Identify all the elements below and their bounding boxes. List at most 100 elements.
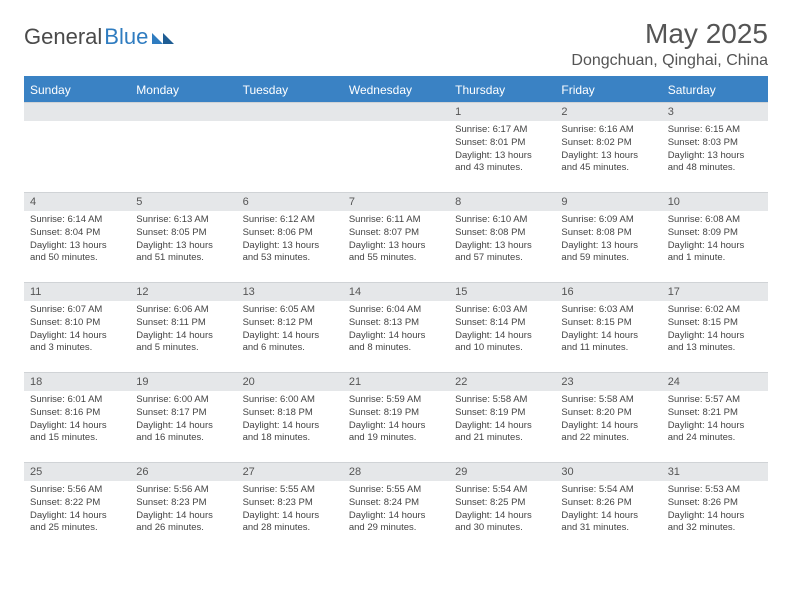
brand-part1: General: [24, 24, 102, 50]
day-details: Sunrise: 6:14 AMSunset: 8:04 PMDaylight:…: [24, 211, 130, 269]
sunset-text: Sunset: 8:14 PM: [455, 317, 549, 330]
day-details: Sunrise: 5:58 AMSunset: 8:20 PMDaylight:…: [555, 391, 661, 449]
day-details: Sunrise: 6:02 AMSunset: 8:15 PMDaylight:…: [662, 301, 768, 359]
calendar-body: 1Sunrise: 6:17 AMSunset: 8:01 PMDaylight…: [24, 102, 768, 552]
day-details: Sunrise: 5:58 AMSunset: 8:19 PMDaylight:…: [449, 391, 555, 449]
calendar-cell: 28Sunrise: 5:55 AMSunset: 8:24 PMDayligh…: [343, 462, 449, 552]
calendar-cell: 26Sunrise: 5:56 AMSunset: 8:23 PMDayligh…: [130, 462, 236, 552]
header: GeneralBlue May 2025 Dongchuan, Qinghai,…: [24, 18, 768, 70]
dow-saturday: Saturday: [662, 78, 768, 102]
calendar-cell: 23Sunrise: 5:58 AMSunset: 8:20 PMDayligh…: [555, 372, 661, 462]
sunrise-text: Sunrise: 6:00 AM: [136, 394, 230, 407]
daylight-text: Daylight: 13 hours and 51 minutes.: [136, 240, 230, 266]
day-number: 1: [449, 102, 555, 121]
sunset-text: Sunset: 8:26 PM: [668, 497, 762, 510]
day-number: 16: [555, 282, 661, 301]
title-block: May 2025 Dongchuan, Qinghai, China: [571, 18, 768, 70]
day-number: 18: [24, 372, 130, 391]
day-details: Sunrise: 5:54 AMSunset: 8:25 PMDaylight:…: [449, 481, 555, 539]
sunrise-text: Sunrise: 6:14 AM: [30, 214, 124, 227]
day-details: Sunrise: 5:55 AMSunset: 8:24 PMDaylight:…: [343, 481, 449, 539]
daylight-text: Daylight: 14 hours and 1 minute.: [668, 240, 762, 266]
calendar-cell: [24, 102, 130, 192]
day-details: Sunrise: 6:00 AMSunset: 8:18 PMDaylight:…: [237, 391, 343, 449]
day-number: 8: [449, 192, 555, 211]
day-number: 12: [130, 282, 236, 301]
day-number: [237, 102, 343, 121]
day-number: 25: [24, 462, 130, 481]
calendar-page: GeneralBlue May 2025 Dongchuan, Qinghai,…: [0, 0, 792, 564]
day-details: Sunrise: 5:56 AMSunset: 8:22 PMDaylight:…: [24, 481, 130, 539]
day-details: Sunrise: 6:01 AMSunset: 8:16 PMDaylight:…: [24, 391, 130, 449]
day-details: Sunrise: 5:57 AMSunset: 8:21 PMDaylight:…: [662, 391, 768, 449]
day-number: 17: [662, 282, 768, 301]
sunset-text: Sunset: 8:19 PM: [455, 407, 549, 420]
sunset-text: Sunset: 8:03 PM: [668, 137, 762, 150]
calendar-cell: 2Sunrise: 6:16 AMSunset: 8:02 PMDaylight…: [555, 102, 661, 192]
sunrise-text: Sunrise: 5:54 AM: [561, 484, 655, 497]
sunrise-text: Sunrise: 6:11 AM: [349, 214, 443, 227]
dow-wednesday: Wednesday: [343, 78, 449, 102]
sunrise-text: Sunrise: 6:03 AM: [561, 304, 655, 317]
day-details: Sunrise: 5:53 AMSunset: 8:26 PMDaylight:…: [662, 481, 768, 539]
sunset-text: Sunset: 8:16 PM: [30, 407, 124, 420]
sunrise-text: Sunrise: 6:07 AM: [30, 304, 124, 317]
brand-part2: Blue: [104, 24, 148, 50]
day-number: 30: [555, 462, 661, 481]
day-details: Sunrise: 5:55 AMSunset: 8:23 PMDaylight:…: [237, 481, 343, 539]
day-details: Sunrise: 6:09 AMSunset: 8:08 PMDaylight:…: [555, 211, 661, 269]
calendar-cell: 12Sunrise: 6:06 AMSunset: 8:11 PMDayligh…: [130, 282, 236, 372]
day-number: 22: [449, 372, 555, 391]
calendar-cell: 4Sunrise: 6:14 AMSunset: 8:04 PMDaylight…: [24, 192, 130, 282]
sunrise-text: Sunrise: 6:08 AM: [668, 214, 762, 227]
day-number: 27: [237, 462, 343, 481]
daylight-text: Daylight: 14 hours and 8 minutes.: [349, 330, 443, 356]
calendar-week-row: 1Sunrise: 6:17 AMSunset: 8:01 PMDaylight…: [24, 102, 768, 192]
sunset-text: Sunset: 8:06 PM: [243, 227, 337, 240]
sunset-text: Sunset: 8:13 PM: [349, 317, 443, 330]
day-number: 29: [449, 462, 555, 481]
day-number: 14: [343, 282, 449, 301]
day-details: Sunrise: 5:54 AMSunset: 8:26 PMDaylight:…: [555, 481, 661, 539]
dow-monday: Monday: [130, 78, 236, 102]
sunrise-text: Sunrise: 5:55 AM: [243, 484, 337, 497]
daylight-text: Daylight: 13 hours and 43 minutes.: [455, 150, 549, 176]
daylight-text: Daylight: 13 hours and 55 minutes.: [349, 240, 443, 266]
day-number: 13: [237, 282, 343, 301]
day-number: 6: [237, 192, 343, 211]
sunrise-text: Sunrise: 6:17 AM: [455, 124, 549, 137]
sunrise-text: Sunrise: 5:58 AM: [455, 394, 549, 407]
calendar-cell: 17Sunrise: 6:02 AMSunset: 8:15 PMDayligh…: [662, 282, 768, 372]
calendar-cell: 25Sunrise: 5:56 AMSunset: 8:22 PMDayligh…: [24, 462, 130, 552]
day-details: Sunrise: 6:05 AMSunset: 8:12 PMDaylight:…: [237, 301, 343, 359]
calendar-week-row: 4Sunrise: 6:14 AMSunset: 8:04 PMDaylight…: [24, 192, 768, 282]
dow-tuesday: Tuesday: [237, 78, 343, 102]
logo-flag-icon: [152, 24, 174, 50]
sunset-text: Sunset: 8:20 PM: [561, 407, 655, 420]
sunrise-text: Sunrise: 6:04 AM: [349, 304, 443, 317]
sunrise-text: Sunrise: 5:58 AM: [561, 394, 655, 407]
calendar-cell: 31Sunrise: 5:53 AMSunset: 8:26 PMDayligh…: [662, 462, 768, 552]
sunrise-text: Sunrise: 6:02 AM: [668, 304, 762, 317]
calendar-cell: 15Sunrise: 6:03 AMSunset: 8:14 PMDayligh…: [449, 282, 555, 372]
sunset-text: Sunset: 8:04 PM: [30, 227, 124, 240]
day-details: Sunrise: 6:00 AMSunset: 8:17 PMDaylight:…: [130, 391, 236, 449]
day-details: Sunrise: 6:15 AMSunset: 8:03 PMDaylight:…: [662, 121, 768, 179]
day-number: 28: [343, 462, 449, 481]
daylight-text: Daylight: 14 hours and 3 minutes.: [30, 330, 124, 356]
day-number: 21: [343, 372, 449, 391]
sunrise-text: Sunrise: 5:57 AM: [668, 394, 762, 407]
sunset-text: Sunset: 8:15 PM: [561, 317, 655, 330]
daylight-text: Daylight: 14 hours and 32 minutes.: [668, 510, 762, 536]
day-details: Sunrise: 5:56 AMSunset: 8:23 PMDaylight:…: [130, 481, 236, 539]
sunrise-text: Sunrise: 6:15 AM: [668, 124, 762, 137]
sunset-text: Sunset: 8:02 PM: [561, 137, 655, 150]
sunrise-text: Sunrise: 5:53 AM: [668, 484, 762, 497]
day-number: 3: [662, 102, 768, 121]
calendar-cell: 24Sunrise: 5:57 AMSunset: 8:21 PMDayligh…: [662, 372, 768, 462]
day-number: 7: [343, 192, 449, 211]
calendar-cell: 10Sunrise: 6:08 AMSunset: 8:09 PMDayligh…: [662, 192, 768, 282]
daylight-text: Daylight: 14 hours and 6 minutes.: [243, 330, 337, 356]
sunset-text: Sunset: 8:09 PM: [668, 227, 762, 240]
day-details: Sunrise: 5:59 AMSunset: 8:19 PMDaylight:…: [343, 391, 449, 449]
